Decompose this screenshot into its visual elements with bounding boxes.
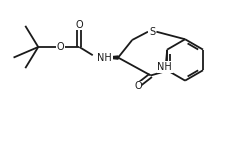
Text: NH: NH: [157, 62, 172, 72]
Text: O: O: [76, 20, 83, 30]
Text: S: S: [149, 27, 155, 37]
Polygon shape: [102, 56, 118, 59]
Text: O: O: [134, 81, 142, 92]
Text: O: O: [57, 42, 64, 52]
Text: NH: NH: [97, 53, 112, 63]
